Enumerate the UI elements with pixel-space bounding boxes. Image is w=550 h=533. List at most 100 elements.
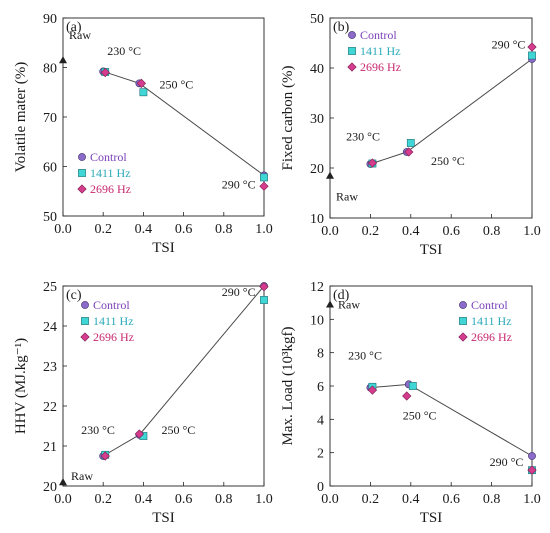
data-point-control [528, 452, 536, 460]
legend-marker-2696-hz [80, 332, 90, 342]
legend-label: 1411 Hz [93, 314, 134, 328]
x-tick-label: 0.4 [402, 224, 420, 239]
data-point-2696-hz [100, 67, 110, 78]
legend: Control 1411 Hz 2696 Hz [80, 298, 134, 344]
legend-marker-1411-hz [459, 317, 467, 325]
data-point-2696-hz [367, 158, 378, 168]
panel-b: 0.0 0.2 0.4 0.6 0.8 1.0 10 20 30 40 50 TSI Fixed car… [280, 12, 541, 258]
panel-label: (a) [66, 20, 82, 35]
y-axis-label: Volatile mater (%) [13, 62, 29, 173]
y-tick-label: 4 [317, 413, 324, 428]
x-tick-label: 1.0 [523, 492, 541, 507]
x-tick-label: 0.2 [362, 492, 380, 507]
x-tick-label: 0.2 [362, 224, 380, 239]
raw-marker [326, 171, 334, 179]
y-tick-label: 25 [43, 280, 57, 295]
legend-label: 2696 Hz [360, 60, 401, 74]
y-tick-label: 6 [317, 380, 324, 395]
y-tick-label: 20 [310, 162, 324, 177]
legend: Control 1411 Hz 2696 Hz [77, 150, 131, 196]
legend-label: Control [90, 150, 127, 164]
panel-label: (c) [66, 288, 82, 303]
raw-marker [59, 478, 67, 486]
temperature-annotation: 230 °C [346, 130, 380, 144]
x-tick-label: 0.6 [175, 492, 193, 507]
legend-marker-control [78, 153, 86, 161]
temperature-annotation: 230 °C [348, 348, 382, 362]
data-point-1411-hz [406, 139, 415, 147]
x-tick-label: 0.6 [175, 222, 193, 237]
x-tick-label: 0.8 [215, 222, 233, 237]
data-point-2696-hz [527, 465, 537, 475]
x-tick-label: 0.4 [402, 492, 420, 507]
y-tick-label: 60 [43, 161, 57, 176]
trend-line [370, 58, 533, 165]
x-tick-label: 0.6 [442, 492, 460, 507]
x-tick-label: 1.0 [255, 492, 273, 507]
legend-label: 1411 Hz [360, 44, 401, 58]
y-tick-label: 10 [310, 212, 324, 227]
raw-label: Raw [338, 297, 360, 311]
y-tick-label: 90 [43, 12, 57, 27]
x-tick-label: 0.0 [321, 224, 339, 239]
data-point-2696-hz [136, 78, 147, 88]
trend-line [370, 383, 533, 457]
y-tick-label: 80 [43, 62, 57, 77]
x-tick-label: 0.0 [54, 222, 72, 237]
x-tick-label: 0.8 [483, 492, 501, 507]
data-point-2696-hz [402, 391, 412, 401]
legend-label: 1411 Hz [90, 166, 131, 180]
legend-label: Control [360, 28, 397, 42]
x-tick-label: 0.0 [321, 492, 339, 507]
panel-label: (d) [333, 288, 350, 303]
raw-label: Raw [71, 469, 93, 483]
raw-label: Raw [69, 28, 91, 42]
temperature-annotation: 290 °C [490, 455, 524, 469]
temperature-annotation: 290 °C [222, 177, 256, 191]
y-tick-label: 24 [43, 320, 57, 335]
y-tick-label: 8 [317, 347, 324, 362]
raw-marker [59, 56, 67, 64]
y-axis-label: HHV (MJ.kg⁻¹) [13, 338, 29, 434]
x-tick-label: 0.4 [135, 492, 153, 507]
legend-label: 2696 Hz [471, 330, 512, 344]
data-point-2696-hz [367, 385, 378, 395]
y-tick-label: 50 [43, 210, 57, 225]
legend-label: 2696 Hz [90, 182, 131, 196]
temperature-annotation: 250 °C [403, 408, 437, 422]
x-tick-label: 0.8 [483, 224, 501, 239]
y-tick-label: 23 [43, 360, 57, 375]
legend-marker-1411-hz [78, 169, 86, 177]
data-point-2696-hz [527, 42, 537, 52]
data-point-2696-hz [259, 181, 269, 191]
data-point-1411-hz [260, 173, 268, 182]
x-tick-label: 1.0 [523, 224, 541, 239]
legend-marker-1411-hz [348, 47, 356, 55]
y-tick-label: 0 [317, 480, 324, 495]
x-axis-label: TSI [420, 242, 443, 258]
x-tick-label: 0.6 [442, 224, 460, 239]
temperature-annotation: 230 °C [81, 423, 115, 437]
legend-marker-control [459, 301, 467, 309]
y-tick-label: 2 [317, 447, 324, 462]
legend-marker-control [348, 31, 356, 39]
data-point-1411-hz [139, 88, 148, 97]
raw-marker [326, 300, 334, 308]
legend-marker-2696-hz [458, 332, 468, 342]
data-point-2696-hz [259, 282, 269, 292]
legend-marker-control [81, 301, 89, 309]
data-point-1411-hz [528, 51, 536, 60]
legend-marker-1411-hz [81, 317, 89, 325]
y-tick-label: 50 [310, 12, 324, 27]
data-point-2696-hz [134, 429, 145, 439]
plot-frame [62, 285, 265, 487]
panel-label: (b) [333, 20, 350, 35]
data-point-2696-hz [100, 451, 110, 461]
legend-marker-2696-hz [347, 62, 357, 72]
data-point-1411-hz [408, 382, 417, 390]
y-tick-label: 12 [310, 280, 324, 295]
y-axis-label: Max. Load (10³kgf) [280, 326, 296, 445]
x-tick-label: 0.4 [135, 222, 153, 237]
legend-marker-2696-hz [77, 184, 87, 194]
y-tick-label: 40 [310, 62, 324, 77]
